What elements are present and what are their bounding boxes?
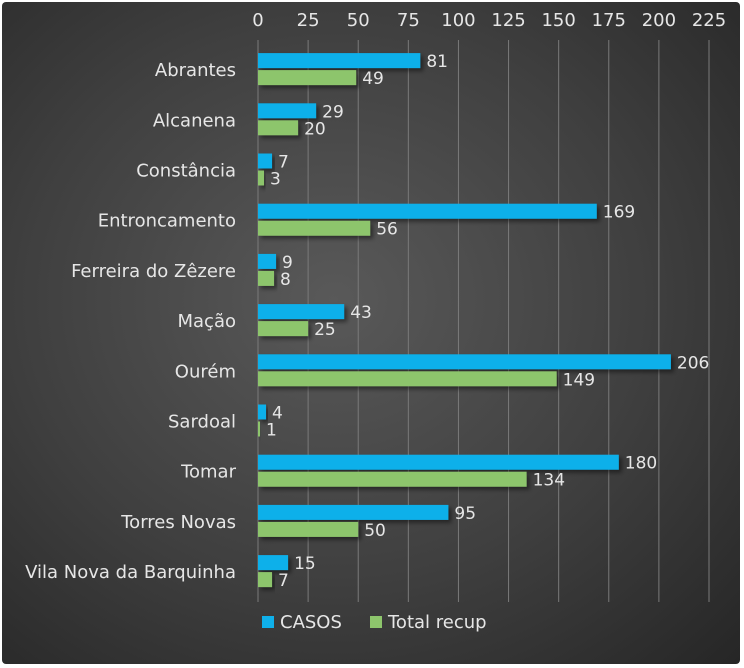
x-tick-label: 125 — [491, 10, 525, 31]
bar-total-recup — [258, 321, 309, 337]
bar-casos — [258, 354, 671, 370]
data-label: 169 — [603, 203, 635, 223]
x-axis-ticks: 0 25 50 75 100 125 150 175 200 225 — [252, 10, 726, 31]
data-label: 15 — [294, 554, 316, 574]
data-label: 7 — [278, 571, 289, 591]
data-label: 49 — [362, 69, 384, 89]
category-labels: Abrantes Alcanena Constância Entroncamento F… — [25, 60, 236, 583]
bar-casos — [258, 153, 273, 169]
data-label: 134 — [533, 471, 565, 491]
bar-casos — [258, 504, 449, 520]
data-label: 25 — [314, 320, 336, 340]
bar-total-recup — [258, 421, 261, 437]
category-label: Tomar — [180, 462, 237, 483]
data-label: 43 — [350, 303, 372, 323]
bar-total-recup — [258, 220, 371, 236]
category-label: Abrantes — [155, 60, 236, 81]
category-label: Ferreira do Zêzere — [71, 261, 236, 282]
bar-total-recup — [258, 70, 357, 86]
x-tick-label: 175 — [592, 10, 626, 31]
bar-casos — [258, 555, 289, 571]
bar-casos — [258, 53, 421, 69]
legend-swatch — [262, 616, 274, 628]
legend-label: CASOS — [280, 612, 342, 633]
category-label: Ourém — [175, 361, 236, 382]
data-label: 3 — [270, 170, 281, 190]
bar-total-recup — [258, 471, 527, 487]
bar-total-recup — [258, 371, 557, 387]
category-label: Constância — [136, 161, 236, 182]
category-label: Entroncamento — [98, 211, 236, 232]
category-label: Alcanena — [153, 110, 236, 131]
bar-total-recup — [258, 521, 359, 537]
x-tick-label: 0 — [252, 10, 263, 31]
x-tick-label: 100 — [441, 10, 475, 31]
gridlines — [257, 40, 710, 602]
x-tick-label: 25 — [297, 10, 320, 31]
category-label: Mação — [178, 311, 237, 332]
data-label: 206 — [677, 353, 709, 373]
bar-casos — [258, 304, 345, 320]
data-label: 4 — [272, 404, 283, 424]
bars — [258, 53, 671, 588]
data-labels: 8149292073169569843252061494118013495501… — [266, 52, 709, 591]
bar-casos — [258, 454, 619, 470]
category-label: Vila Nova da Barquinha — [25, 562, 236, 583]
x-tick-label: 50 — [347, 10, 370, 31]
data-label: 180 — [625, 454, 657, 474]
bar-total-recup — [258, 120, 299, 136]
x-tick-label: 75 — [397, 10, 420, 31]
bar-casos — [258, 253, 277, 269]
data-label: 29 — [322, 102, 344, 122]
data-label: 1 — [266, 421, 277, 441]
bar-total-recup — [258, 170, 265, 186]
bar-casos — [258, 404, 267, 420]
data-label: 7 — [278, 153, 289, 173]
x-tick-label: 225 — [692, 10, 726, 31]
category-label: Sardoal — [168, 412, 236, 433]
data-label: 20 — [304, 119, 326, 139]
bar-casos — [258, 103, 317, 119]
data-label: 50 — [364, 521, 386, 541]
category-label: Torres Novas — [120, 512, 236, 533]
legend-label: Total recup — [387, 612, 487, 633]
data-label: 149 — [563, 370, 595, 390]
legend: CASOS Total recup — [262, 612, 487, 633]
x-tick-label: 150 — [541, 10, 575, 31]
x-tick-label: 200 — [642, 10, 676, 31]
data-label: 8 — [280, 270, 291, 290]
bar-casos — [258, 203, 597, 219]
data-label: 81 — [426, 52, 448, 72]
data-label: 95 — [454, 504, 476, 524]
legend-swatch — [370, 616, 382, 628]
data-label: 9 — [282, 253, 293, 273]
bar-total-recup — [258, 572, 273, 588]
bar-total-recup — [258, 270, 275, 286]
data-label: 56 — [376, 220, 398, 240]
